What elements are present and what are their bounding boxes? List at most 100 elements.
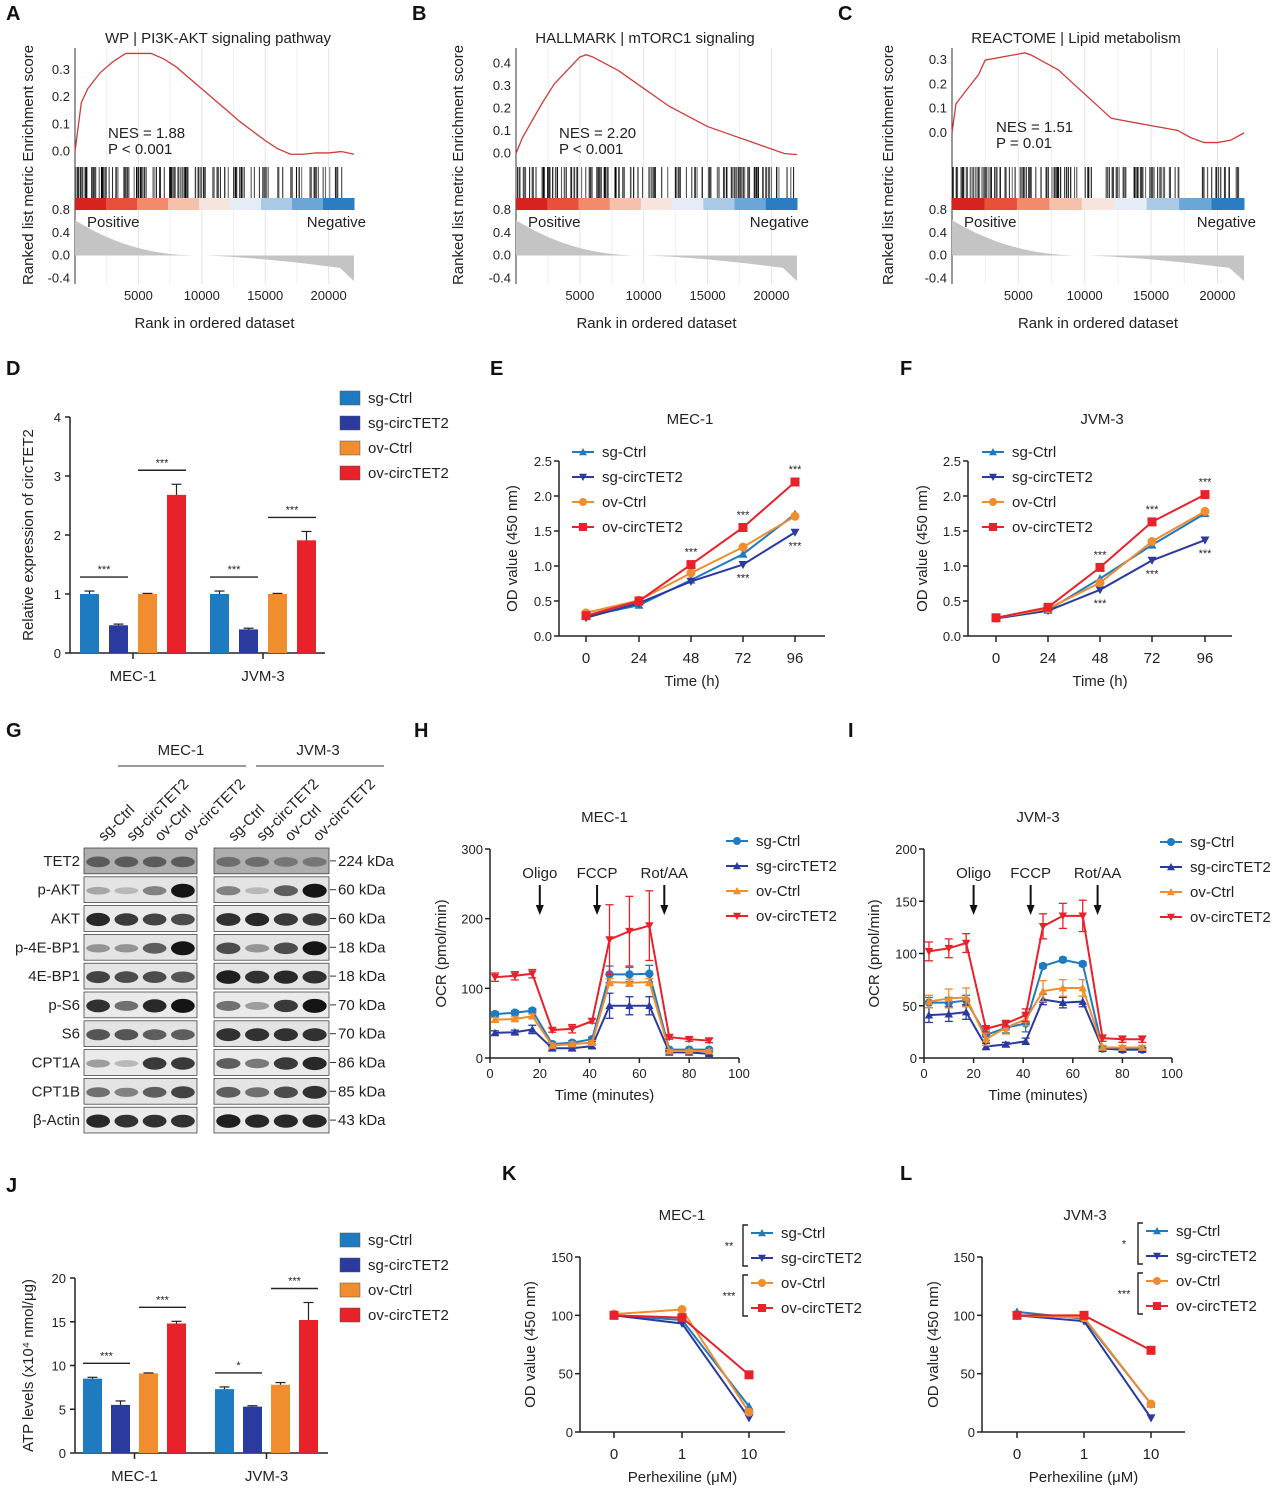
bar-y-axis-label: Relative expression of circTET2 <box>20 429 37 641</box>
legend-marker-ov-circtet2 <box>758 1304 766 1312</box>
blot-band-cpt1a <box>86 1059 110 1068</box>
gsea-es-tick-label: 0.2 <box>929 76 947 91</box>
injection-arrowhead-icon <box>1093 905 1102 915</box>
ocr-point-sg-circtet2 <box>605 1001 614 1010</box>
bar-category-label: MEC-1 <box>110 668 157 685</box>
gsea-x-tick-label: 10000 <box>1067 288 1103 303</box>
significance-label: *** <box>1146 568 1160 580</box>
significance-label: *** <box>1094 549 1108 561</box>
ocr-point-ov-ctrl <box>645 977 654 986</box>
ocr-point-ov-ctrl <box>704 1046 714 1055</box>
nes-annotation: NES = 2.20 <box>559 125 636 142</box>
significance-label: *** <box>1199 548 1213 560</box>
blot-band-cpt1b <box>245 1087 270 1098</box>
legend-marker-sg-circtet2 <box>989 473 997 481</box>
legend-marker-sg-circtet2 <box>1153 1252 1161 1260</box>
blot-band-actin <box>245 1114 270 1128</box>
gsea-metric-tick-label: 0.8 <box>929 202 947 217</box>
blot-size-label: 70 kDa <box>338 997 386 1014</box>
ocr-point-sg-circtet2 <box>528 1025 537 1033</box>
ocr-y-tick-label: 150 <box>895 894 917 909</box>
gsea-x-tick-label: 15000 <box>690 288 726 303</box>
legend-marker-ov-circtet2 <box>733 912 741 920</box>
significance-bracket <box>742 1274 748 1317</box>
line-y-tick-label: 0.0 <box>534 629 552 644</box>
significance-label: *** <box>288 1276 302 1288</box>
gsea-title: HALLMARK | mTORC1 signaling <box>535 30 755 47</box>
data-point-ov-circtet2 <box>991 613 1001 623</box>
significance-label: *** <box>1146 504 1160 516</box>
data-point-ov-circtet2 <box>609 1310 619 1320</box>
ocr-point-sg-ctrl <box>645 969 654 978</box>
gsea-metric-tick-label: 0.0 <box>929 248 947 263</box>
blot-band-p-4e-bp1 <box>142 942 167 954</box>
blot-band-tet2 <box>216 856 241 867</box>
panel-label-h: H <box>414 720 428 742</box>
injection-arrowhead-icon <box>1026 905 1035 915</box>
blot-size-label: 224 kDa <box>338 853 395 870</box>
legend-label: sg-circTET2 <box>368 1257 449 1274</box>
ocr-point-sg-circtet2 <box>944 1009 953 1018</box>
ocr-point-sg-ctrl <box>528 1006 537 1015</box>
ocr-x-tick-label: 100 <box>728 1066 750 1081</box>
bar-ov-circtet2-mec-1 <box>167 494 186 653</box>
line-x-tick-label: 96 <box>787 650 804 667</box>
gsea-metric-tick-label: 0.4 <box>52 225 70 240</box>
enrichment-score-curve <box>74 52 355 155</box>
ocr-x-tick-label: 20 <box>533 1066 547 1081</box>
bar-ov-ctrl-jvm-3 <box>268 594 287 653</box>
ocr-point-ov-circtet2 <box>1138 1035 1147 1044</box>
ocr-point-ov-circtet2 <box>704 1037 714 1045</box>
series-line-sg-circtet2 <box>613 1314 750 1419</box>
legend-label: sg-circTET2 <box>602 469 683 486</box>
ranked-heat-segment <box>1016 198 1050 210</box>
ocr-point-ov-circtet2 <box>625 927 634 936</box>
legend-marker-sg-ctrl <box>1167 838 1175 846</box>
data-point-sg-circtet2 <box>1200 536 1210 545</box>
line-x-tick-label: 72 <box>1144 650 1161 667</box>
ranked-metric-area <box>516 220 797 282</box>
blot-band-cpt1a <box>245 1058 270 1069</box>
ocr-point-ov-ctrl <box>587 1038 597 1047</box>
legend-swatch-sg-ctrl <box>339 390 361 406</box>
ocr-point-ov-ctrl <box>567 1039 577 1048</box>
legend-swatch-sg-circtet2 <box>339 415 361 431</box>
gsea-es-tick-label: 0.1 <box>929 101 947 116</box>
significance-label: *** <box>156 457 170 469</box>
line-x-tick-label: 24 <box>1040 650 1057 667</box>
gsea-x-tick-label: 10000 <box>184 288 220 303</box>
gsea-metric-tick-label: 0.0 <box>493 248 511 263</box>
negative-label: Negative <box>307 214 366 231</box>
line-y-tick-label: 2.0 <box>943 489 961 504</box>
blot-band-4e-bp1 <box>171 971 195 983</box>
blot-band-cpt1b <box>302 1085 327 1099</box>
blot-band-cpt1a <box>142 1057 167 1070</box>
ocr-point-sg-ctrl <box>1038 961 1048 971</box>
negative-label: Negative <box>750 214 809 231</box>
bar-y-tick-label: 5 <box>59 1402 66 1417</box>
legend-label: ov-Ctrl <box>781 1275 825 1292</box>
line-y-tick-label: 1.0 <box>943 559 961 574</box>
blot-band-4e-bp1 <box>245 970 270 984</box>
significance-label: *** <box>737 510 751 522</box>
bar-ov-circtet2-jvm-3 <box>297 540 316 653</box>
data-point-ov-circtet2 <box>790 477 800 487</box>
ocr-point-ov-circtet2 <box>510 972 520 980</box>
gsea-x-axis-label: Rank in ordered dataset <box>134 315 295 332</box>
blot-band-p-s6 <box>302 998 327 1013</box>
blot-size-label: 85 kDa <box>338 1083 386 1100</box>
legend-marker-ov-ctrl <box>1167 888 1175 896</box>
blot-band-s6 <box>86 1029 110 1041</box>
ranked-heat-segment <box>984 198 1018 210</box>
ocr-point-ov-circtet2 <box>981 1025 991 1033</box>
legend-label: ov-circTET2 <box>781 1300 862 1317</box>
blot-protein-label: TET2 <box>43 853 80 870</box>
ocr-point-ov-circtet2 <box>490 973 500 982</box>
ranked-heat-segment <box>292 198 324 210</box>
legend-marker-sg-ctrl <box>1153 1227 1161 1235</box>
ocr-point-sg-circtet2 <box>645 1001 654 1010</box>
blot-band-akt <box>216 913 241 926</box>
panel-label-g: G <box>6 720 22 742</box>
gsea-title: REACTOME | Lipid metabolism <box>971 30 1181 47</box>
line-y-tick-label: 2.0 <box>534 489 552 504</box>
